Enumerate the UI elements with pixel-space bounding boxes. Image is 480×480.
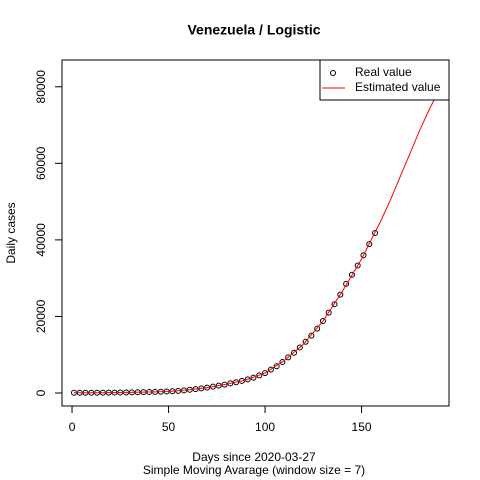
data-point [354, 262, 361, 269]
y-tick-label: 20000 [34, 299, 48, 333]
legend-label: Estimated value [355, 80, 441, 94]
plot-frame [61, 59, 450, 407]
data-point [267, 366, 274, 373]
y-tick-label: 80000 [34, 70, 48, 104]
data-point [302, 338, 309, 345]
x-tick-label: 0 [69, 420, 76, 434]
data-point [343, 280, 350, 287]
data-point [325, 309, 332, 316]
data-point [348, 271, 355, 278]
y-axis-label: Daily cases [4, 202, 18, 263]
x-tick-label: 150 [352, 420, 372, 434]
data-point [372, 230, 379, 236]
data-point [331, 301, 338, 308]
estimated-line [73, 98, 436, 394]
data-point [360, 252, 367, 259]
y-tick-label: 60000 [34, 146, 48, 180]
legend-box [319, 59, 450, 101]
data-point [308, 332, 315, 339]
data-point [244, 376, 251, 383]
y-tick-label: 0 [34, 389, 48, 396]
data-point [285, 354, 292, 361]
subtitle: Simple Moving Avarage (window size = 7) [143, 463, 365, 477]
data-point [291, 349, 298, 356]
legend-marker [330, 70, 336, 76]
data-point [296, 344, 303, 351]
data-point [279, 358, 286, 365]
x-axis-label: Days since 2020-03-27 [192, 450, 316, 464]
data-point [273, 363, 280, 370]
x-tick-label: 50 [162, 420, 176, 434]
data-point [262, 370, 269, 377]
data-point [319, 318, 326, 325]
chart-title: Venezuela / Logistic [187, 22, 320, 38]
y-tick-label: 40000 [34, 223, 48, 257]
data-point [314, 325, 321, 332]
data-point [366, 241, 373, 248]
x-tick-label: 100 [255, 420, 275, 434]
data-point [256, 372, 263, 379]
data-point [337, 291, 344, 298]
legend-label: Real value [355, 65, 412, 79]
